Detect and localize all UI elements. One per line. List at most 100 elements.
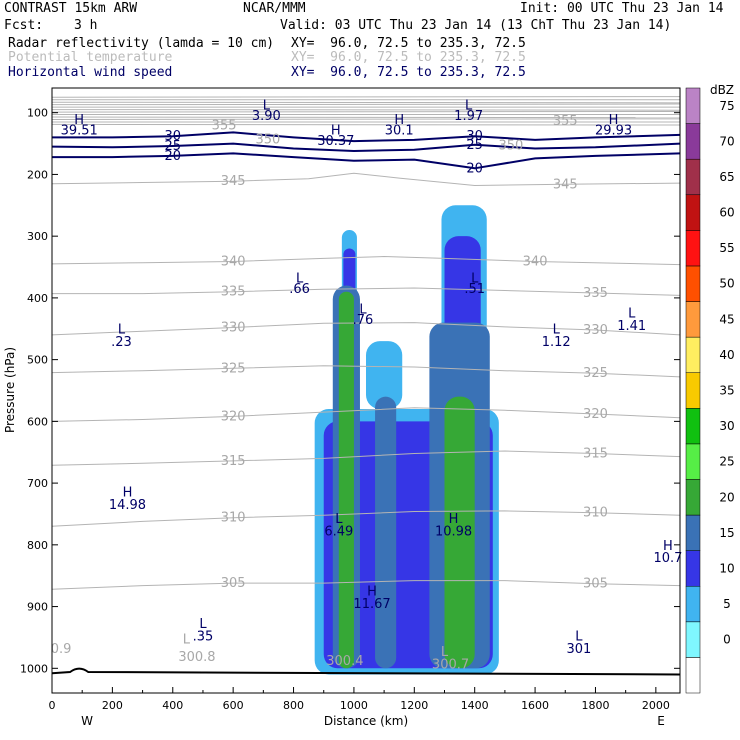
low-marker: L — [628, 307, 636, 322]
extremum-value: 30.37 — [317, 134, 354, 149]
colorbar-swatch — [685, 194, 701, 231]
colorbar-label: 20 — [719, 490, 734, 504]
theta-label: 305 — [221, 576, 246, 591]
wind-contour-30 — [52, 131, 680, 143]
colorbar-swatch — [685, 123, 701, 160]
low-marker: L — [575, 630, 583, 645]
low-marker: L — [553, 323, 561, 338]
colorbar-label: 50 — [719, 277, 734, 291]
theta-label: 320 — [221, 409, 246, 424]
x-tick-label: 200 — [102, 699, 123, 712]
low-marker: L — [199, 617, 207, 632]
y-tick-label: 600 — [27, 415, 48, 428]
theta-label: 325 — [583, 366, 608, 381]
y-tick-label: 300 — [27, 230, 48, 243]
init-time: Init: 00 UTC Thu 23 Jan 14 — [520, 1, 724, 16]
colorbar-swatch — [685, 372, 701, 409]
y-tick-label: 400 — [27, 292, 48, 305]
x-tick-label: 1200 — [400, 699, 428, 712]
extremum-value: 301 — [566, 642, 591, 657]
high-marker: H — [74, 113, 84, 128]
theta-annotation: 355 — [212, 118, 237, 133]
theta-annotation: 300.4 — [326, 654, 363, 669]
high-marker: H — [367, 584, 377, 599]
reflectivity-cell-5dbz — [366, 341, 403, 410]
theta-contour-325 — [52, 365, 680, 378]
theta-annotation: 350 — [255, 133, 280, 148]
field-wind-xy: XY= 96.0, 72.5 to 235.3, 72.5 — [291, 65, 526, 80]
wind-label: 25 — [466, 138, 483, 153]
x-tick-label: 800 — [283, 699, 304, 712]
theta-label: 310 — [221, 511, 246, 526]
wind-label: 30 — [164, 129, 181, 144]
colorbar-label: 55 — [719, 241, 734, 255]
colorbar-label: 25 — [719, 455, 734, 469]
extremum-value: .76 — [353, 313, 374, 328]
low-marker: L — [471, 271, 479, 286]
theta-contour-305 — [52, 580, 680, 590]
fcst-label: Fcst: — [4, 18, 44, 33]
high-marker: H — [449, 512, 459, 527]
x-tick-label: 0 — [49, 699, 56, 712]
theta-label: 330 — [583, 323, 608, 338]
y-axis-label: Pressure (hPa) — [3, 347, 17, 433]
theta-contour-345 — [52, 172, 680, 187]
colorbar-swatch — [685, 265, 701, 302]
theta-contour-315 — [52, 450, 680, 466]
theta-contour-340 — [52, 255, 680, 266]
extremum-value: 1.41 — [617, 319, 646, 334]
colorbar-label: 0 — [723, 633, 731, 647]
wind-label: 25 — [164, 139, 181, 154]
theta-label: 310 — [583, 506, 608, 521]
extremum-value: .66 — [289, 282, 310, 297]
upper-isentrope — [52, 110, 680, 113]
extremum-value: 10.7 — [653, 551, 682, 566]
theta-contour-335 — [52, 287, 680, 296]
upper-isentrope — [52, 96, 680, 98]
x-right-end-label: E — [657, 714, 665, 728]
colorbar-label: 65 — [719, 170, 734, 184]
reflectivity-cell-20dbz — [444, 396, 475, 669]
low-marker: L — [263, 99, 271, 114]
colorbar-swatch — [685, 585, 701, 623]
org-label: NCAR/MMM — [243, 1, 306, 16]
theta-contour-330 — [52, 322, 680, 336]
y-tick-label: 900 — [27, 601, 48, 614]
x-tick-label: 1000 — [340, 699, 368, 712]
colorbar-label: 10 — [719, 561, 734, 575]
extremum-value: 11.67 — [353, 597, 390, 612]
field-theta-xy: XY= 96.0, 72.5 to 235.3, 72.5 — [291, 50, 526, 65]
terrain-line — [52, 667, 680, 676]
colorbar-swatch — [685, 230, 701, 267]
wind-contour-25 — [52, 142, 680, 153]
y-tick-label: 200 — [27, 168, 48, 181]
wind-contour-20 — [52, 152, 680, 170]
upper-isentrope — [52, 103, 680, 106]
theta-label: 335 — [221, 285, 246, 300]
extremum-value: 29.93 — [595, 123, 632, 138]
theta-annotation: 300.8 — [178, 650, 215, 665]
extremum-value: 10.98 — [435, 525, 472, 540]
theta-label: 345 — [221, 174, 246, 189]
reflectivity-cell-20dbz — [338, 291, 354, 669]
theta-label: 315 — [583, 446, 608, 461]
theta-annotation: 355 — [553, 114, 578, 129]
theta-annotation: 300.7 — [432, 657, 469, 672]
colorbar-swatch — [685, 301, 701, 338]
theta-contour-310 — [52, 510, 680, 527]
colorbar-label: 35 — [719, 384, 734, 398]
plot-frame — [51, 87, 681, 694]
x-tick-label: 1400 — [461, 699, 489, 712]
x-tick-label: 1800 — [581, 699, 609, 712]
x-axis-label: Distance (km) — [324, 714, 408, 728]
colorbar-swatch — [685, 550, 701, 587]
colorbar-label: 60 — [719, 206, 734, 220]
field-wind-name: Horizontal wind speed — [8, 65, 173, 80]
high-marker: H — [123, 486, 133, 501]
theta-contour-320 — [52, 407, 680, 422]
extremum-value: .23 — [111, 335, 132, 350]
high-marker: H — [331, 123, 341, 138]
theta-label: 340 — [523, 254, 548, 269]
upper-isentrope — [52, 118, 680, 120]
colorbar-swatch — [685, 657, 701, 694]
